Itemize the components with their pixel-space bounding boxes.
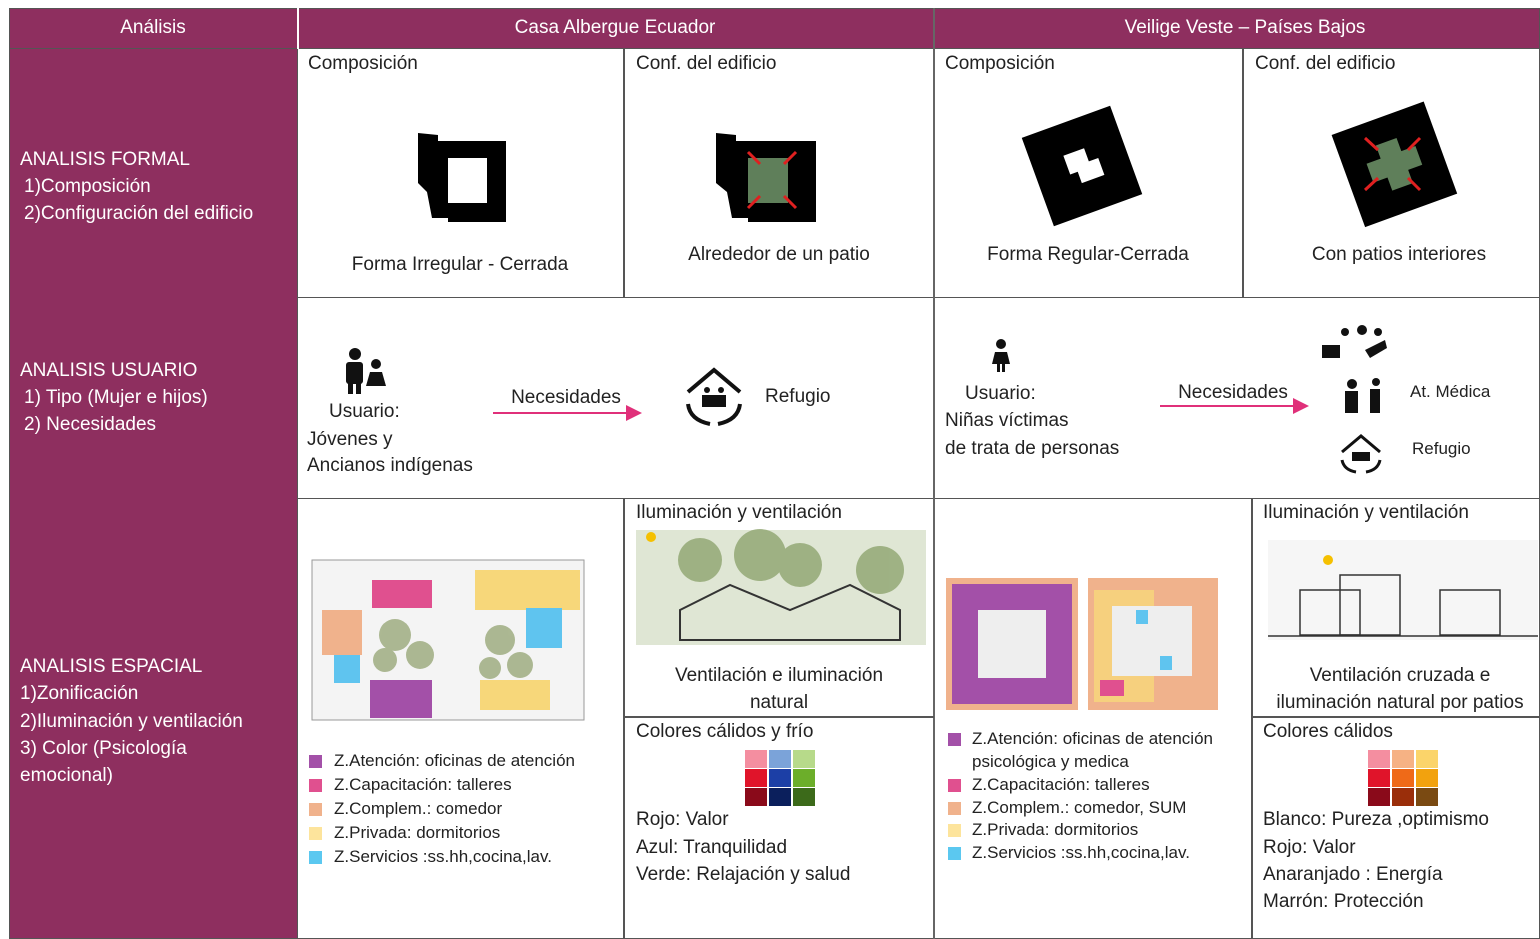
color-note: Azul: Tranquilidad	[636, 837, 788, 858]
cell-title: Conf. del edificio	[636, 53, 777, 74]
color-note: Marrón: Protección	[1263, 891, 1424, 912]
row-label: 1) Tipo (Mujer e hijos)	[24, 387, 208, 408]
cell-title: Colores cálidos y frío	[636, 721, 814, 742]
legend-swatch	[309, 851, 322, 864]
cell-caption: Ventilación e iluminación	[674, 665, 884, 686]
row-label: 2)Iluminación y ventilación	[20, 711, 243, 732]
legend-swatch	[948, 733, 961, 746]
legend-text: Z.Privada: dormitorios	[972, 820, 1139, 839]
cell-caption: Alrededor de un patio	[688, 244, 870, 265]
user-text: Usuario:	[329, 401, 400, 422]
legend-text: Z.Capacitación: talleres	[972, 775, 1150, 794]
need: Refugio	[765, 386, 831, 407]
legend-swatch	[948, 779, 961, 792]
header-cell: Análisis	[120, 17, 186, 38]
color-note: Rojo: Valor	[1263, 837, 1356, 858]
cell-title: Conf. del edificio	[1255, 53, 1396, 74]
divider	[297, 8, 299, 49]
arrow-label: Necesidades	[1178, 382, 1288, 403]
label-column	[9, 48, 298, 939]
legend-text: Z.Complem.: comedor	[334, 799, 503, 818]
legend-text: Z.Complem.: comedor, SUM	[972, 798, 1187, 817]
legend-text: Z.Capacitación: talleres	[334, 775, 512, 794]
row-label: emocional)	[20, 765, 113, 786]
user-text: Jóvenes y	[307, 429, 393, 450]
cell-caption: Ventilación cruzada e	[1309, 665, 1491, 686]
cell-title: Composición	[945, 53, 1055, 74]
divider	[623, 716, 934, 718]
legend-text: Z.Atención: oficinas de atención	[334, 751, 575, 770]
color-note: Anaranjado : Energía	[1263, 864, 1443, 885]
header-cell: Veilige Veste – Países Bajos	[1124, 17, 1366, 38]
legend-swatch	[309, 779, 322, 792]
row-label: 2)Configuración del edificio	[24, 203, 254, 224]
user-text: Niñas víctimas	[945, 410, 1069, 431]
header-cell: Casa Albergue Ecuador	[514, 17, 716, 38]
row-label: 3) Color (Psicología	[20, 738, 187, 759]
row-label: 1)Zonificación	[20, 683, 139, 704]
row-label: ANALISIS USUARIO	[20, 360, 198, 381]
divider	[623, 48, 625, 298]
legend-swatch	[309, 803, 322, 816]
legend-swatch	[309, 755, 322, 768]
cell-title: Iluminación y ventilación	[636, 502, 842, 523]
user-text: Ancianos indígenas	[307, 455, 473, 476]
row-label: 1)Composición	[24, 176, 151, 197]
header-bar	[9, 8, 1540, 49]
color-note: Blanco: Pureza ,optimismo	[1263, 809, 1489, 830]
row-label: ANALISIS FORMAL	[20, 149, 190, 170]
legend-swatch	[948, 824, 961, 837]
need: At. Médica	[1410, 382, 1491, 401]
legend-swatch	[309, 827, 322, 840]
need: Refugio	[1412, 439, 1471, 458]
legend-text: Z.Servicios :ss.hh,cocina,lav.	[972, 843, 1190, 862]
cell-caption: Con patios interiores	[1311, 244, 1487, 265]
divider	[1242, 48, 1244, 298]
cell-caption: Forma Irregular - Cerrada	[351, 254, 569, 275]
legend-swatch	[948, 802, 961, 815]
cell-title: Iluminación y ventilación	[1263, 502, 1469, 523]
user-text: de trata de personas	[945, 438, 1120, 459]
color-note: Verde: Relajación y salud	[636, 864, 851, 885]
row-label: 2) Necesidades	[24, 414, 157, 435]
cell-caption: natural	[749, 692, 809, 713]
cell-title: Colores cálidos	[1263, 721, 1393, 742]
color-note: Rojo: Valor	[636, 809, 729, 830]
cell-title: Composición	[308, 53, 418, 74]
legend-text: psicológica y medica	[972, 752, 1129, 771]
cell-caption: Forma Regular-Cerrada	[987, 244, 1189, 265]
legend-text: Z.Privada: dormitorios	[334, 823, 501, 842]
arrow-label: Necesidades	[511, 387, 621, 408]
cell-caption: iluminación natural por patios	[1276, 692, 1524, 713]
row-label: ANALISIS ESPACIAL	[20, 656, 203, 677]
legend-text: Z.Servicios :ss.hh,cocina,lav.	[334, 847, 552, 866]
legend-text: Z.Atención: oficinas de atención	[972, 729, 1213, 748]
user-text: Usuario:	[965, 383, 1036, 404]
legend-swatch	[948, 847, 961, 860]
